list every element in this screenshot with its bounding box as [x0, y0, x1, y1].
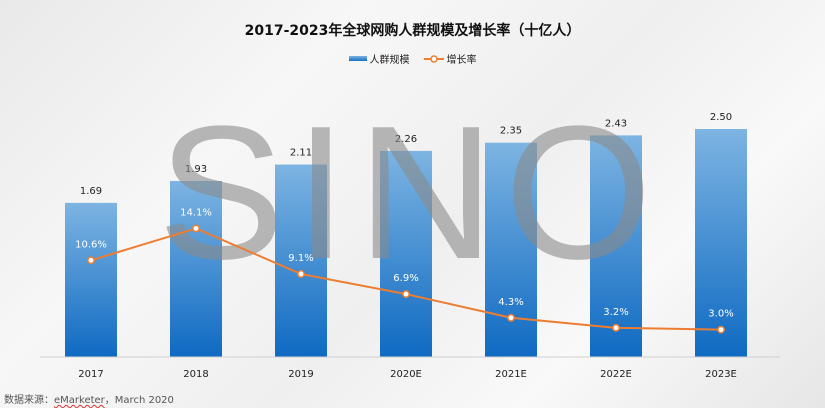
line-data-label: 3.0%: [708, 309, 733, 320]
line-data-label: 10.6%: [75, 239, 107, 250]
bar: [275, 164, 327, 357]
line-marker-icon: [423, 54, 444, 63]
bar: [590, 135, 642, 357]
x-tick-label: 2017: [78, 369, 103, 380]
bar: [170, 180, 222, 357]
x-tick-label: 2021E: [495, 369, 527, 380]
line-data-label: 3.2%: [603, 307, 628, 318]
line-data-label: 4.3%: [498, 297, 523, 308]
line-point: [717, 325, 725, 334]
line-point: [297, 270, 305, 278]
line-point: [87, 256, 95, 265]
line-point: [507, 313, 515, 322]
line-data-label: 14.1%: [180, 207, 212, 218]
x-tick-label: 2023E: [705, 369, 737, 380]
source-name: eMarketer: [54, 395, 105, 406]
bar-data-label: 2.35: [500, 126, 522, 137]
bar-data-label: 2.26: [395, 134, 417, 145]
line-point: [192, 224, 200, 233]
bar: [695, 129, 747, 357]
x-tick-label: 2022E: [600, 369, 632, 380]
source-note: 数据来源：eMarketer，March 2020: [4, 395, 174, 406]
line-data-label: 9.1%: [288, 253, 313, 264]
legend: 人群规模 增长率: [0, 51, 825, 66]
line-point: [402, 290, 410, 299]
x-tick-label: 2018: [183, 369, 208, 380]
bar: [380, 150, 432, 357]
legend-label: 增长率: [446, 55, 477, 66]
x-tick-label: 2019: [288, 369, 313, 380]
watermark: SINO: [158, 87, 663, 299]
bar-swatch-icon: [348, 56, 367, 61]
bar-data-label: 2.50: [710, 112, 732, 123]
bar-data-label: 2.43: [605, 118, 627, 129]
bar-data-label: 1.93: [185, 164, 207, 175]
line-point: [612, 323, 620, 332]
bar: [65, 202, 117, 357]
legend-item-line: 增长率: [423, 51, 477, 66]
legend-label: 人群规模: [369, 55, 410, 66]
bar-data-label: 1.69: [80, 186, 102, 197]
x-tick-label: 2020E: [390, 369, 422, 380]
bar-data-label: 2.11: [290, 148, 312, 159]
line-data-label: 6.9%: [393, 273, 418, 284]
chart-title: 2017-2023年全球网购人群规模及增长率（十亿人）: [244, 23, 581, 39]
legend-item-bar: 人群规模: [348, 51, 410, 66]
